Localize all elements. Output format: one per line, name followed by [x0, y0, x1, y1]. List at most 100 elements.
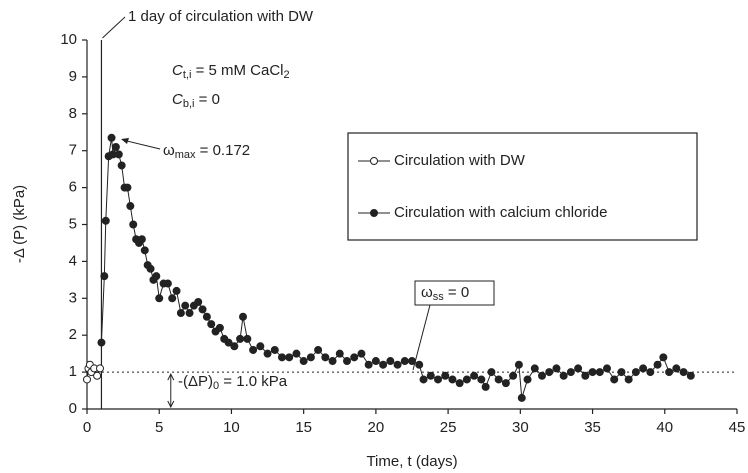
legend-label: Circulation with calcium chloride — [394, 204, 607, 221]
data-point — [146, 264, 155, 273]
data-point — [659, 353, 668, 362]
data-point — [101, 216, 110, 225]
annotation-part: -(ΔP) — [178, 373, 213, 390]
annotation-part: 0 — [213, 380, 219, 392]
y-tick-label: 6 — [69, 179, 77, 196]
annotation: 1 day of circulation with DW — [128, 8, 314, 25]
data-point — [230, 342, 239, 351]
data-point — [306, 353, 315, 362]
data-point — [426, 371, 435, 380]
data-point — [83, 375, 91, 384]
annotation: ωss = 0 — [421, 284, 469, 303]
arrow-head — [167, 400, 175, 409]
data-point — [335, 349, 344, 358]
x-tick-label: 15 — [295, 419, 312, 436]
y-tick-label: 10 — [60, 31, 77, 48]
data-point — [501, 379, 510, 388]
data-point — [194, 297, 203, 306]
leader-line — [102, 16, 126, 39]
y-tick-label: 5 — [69, 215, 77, 232]
data-point — [343, 357, 351, 366]
legend-marker — [370, 209, 378, 217]
data-point — [299, 357, 308, 366]
data-point — [176, 309, 185, 318]
data-point — [371, 357, 380, 366]
legend-marker — [370, 157, 378, 165]
data-point — [617, 368, 626, 377]
y-tick-label: 9 — [69, 68, 77, 85]
data-point — [603, 364, 611, 373]
annotation-part: ω — [163, 142, 175, 159]
data-point — [514, 360, 523, 369]
data-point — [552, 364, 561, 373]
data-point — [137, 235, 146, 244]
data-point — [653, 360, 662, 369]
annotation-part: = 1.0 kPa — [219, 373, 288, 390]
annotation-part: C — [172, 62, 183, 79]
data-point — [530, 364, 539, 373]
x-tick-label: 40 — [656, 419, 673, 436]
data-point — [314, 345, 323, 354]
data-point — [357, 349, 366, 358]
data-point — [236, 334, 245, 343]
data-point — [448, 375, 457, 384]
annotation-part: 1 day of circulation with DW — [128, 8, 314, 25]
annotation-part: max — [175, 149, 196, 161]
annotation-part: = 0 — [194, 91, 219, 108]
y-tick-label: 8 — [69, 105, 77, 122]
data-point — [114, 150, 123, 159]
annotation-part: b,i — [183, 98, 195, 110]
data-point — [140, 246, 149, 255]
data-point — [470, 371, 479, 380]
y-tick-label: 4 — [69, 252, 77, 269]
y-tick-label: 3 — [69, 289, 77, 306]
data-point — [168, 294, 177, 303]
x-tick-label: 10 — [223, 419, 240, 436]
data-point — [215, 323, 224, 332]
data-point — [129, 220, 138, 229]
data-point — [509, 371, 518, 380]
annotation: Ct,i = 5 mM CaCl2 — [172, 62, 290, 81]
data-point — [224, 338, 233, 347]
annotation-part: = 0 — [444, 284, 469, 301]
data-point — [126, 202, 135, 211]
data-point — [270, 345, 279, 354]
arrow-head — [167, 372, 175, 381]
data-point — [610, 375, 619, 384]
data-point — [249, 345, 258, 354]
data-point — [328, 357, 337, 366]
data-point — [93, 371, 102, 380]
data-point — [566, 368, 575, 377]
data-point — [538, 371, 546, 380]
data-point — [517, 393, 526, 402]
data-point — [639, 364, 648, 373]
data-point — [646, 368, 655, 377]
data-point — [665, 368, 674, 377]
legend-box — [347, 132, 698, 241]
data-point — [434, 375, 442, 384]
y-axis-label: -Δ (P) (kPa) — [11, 185, 28, 263]
annotation-part: = 0.172 — [196, 142, 251, 159]
data-point — [588, 368, 597, 377]
x-tick-label: 45 — [729, 419, 746, 436]
data-point — [386, 357, 395, 366]
data-point — [494, 375, 503, 384]
data-point — [523, 375, 532, 384]
leader-line — [122, 139, 161, 150]
data-point — [441, 371, 450, 380]
x-tick-label: 35 — [584, 419, 601, 436]
leader-line — [412, 304, 431, 371]
data-point — [559, 371, 568, 380]
data-point — [581, 371, 590, 380]
annotation-part: t,i — [183, 69, 192, 81]
x-tick-label: 25 — [440, 419, 457, 436]
x-tick-label: 5 — [155, 419, 163, 436]
data-point — [400, 357, 409, 366]
data-point — [181, 301, 190, 310]
data-point — [97, 338, 106, 347]
data-point — [419, 375, 428, 384]
data-point — [163, 279, 172, 288]
annotation-part: C — [172, 91, 183, 108]
data-point — [686, 371, 695, 380]
data-point — [172, 286, 181, 295]
